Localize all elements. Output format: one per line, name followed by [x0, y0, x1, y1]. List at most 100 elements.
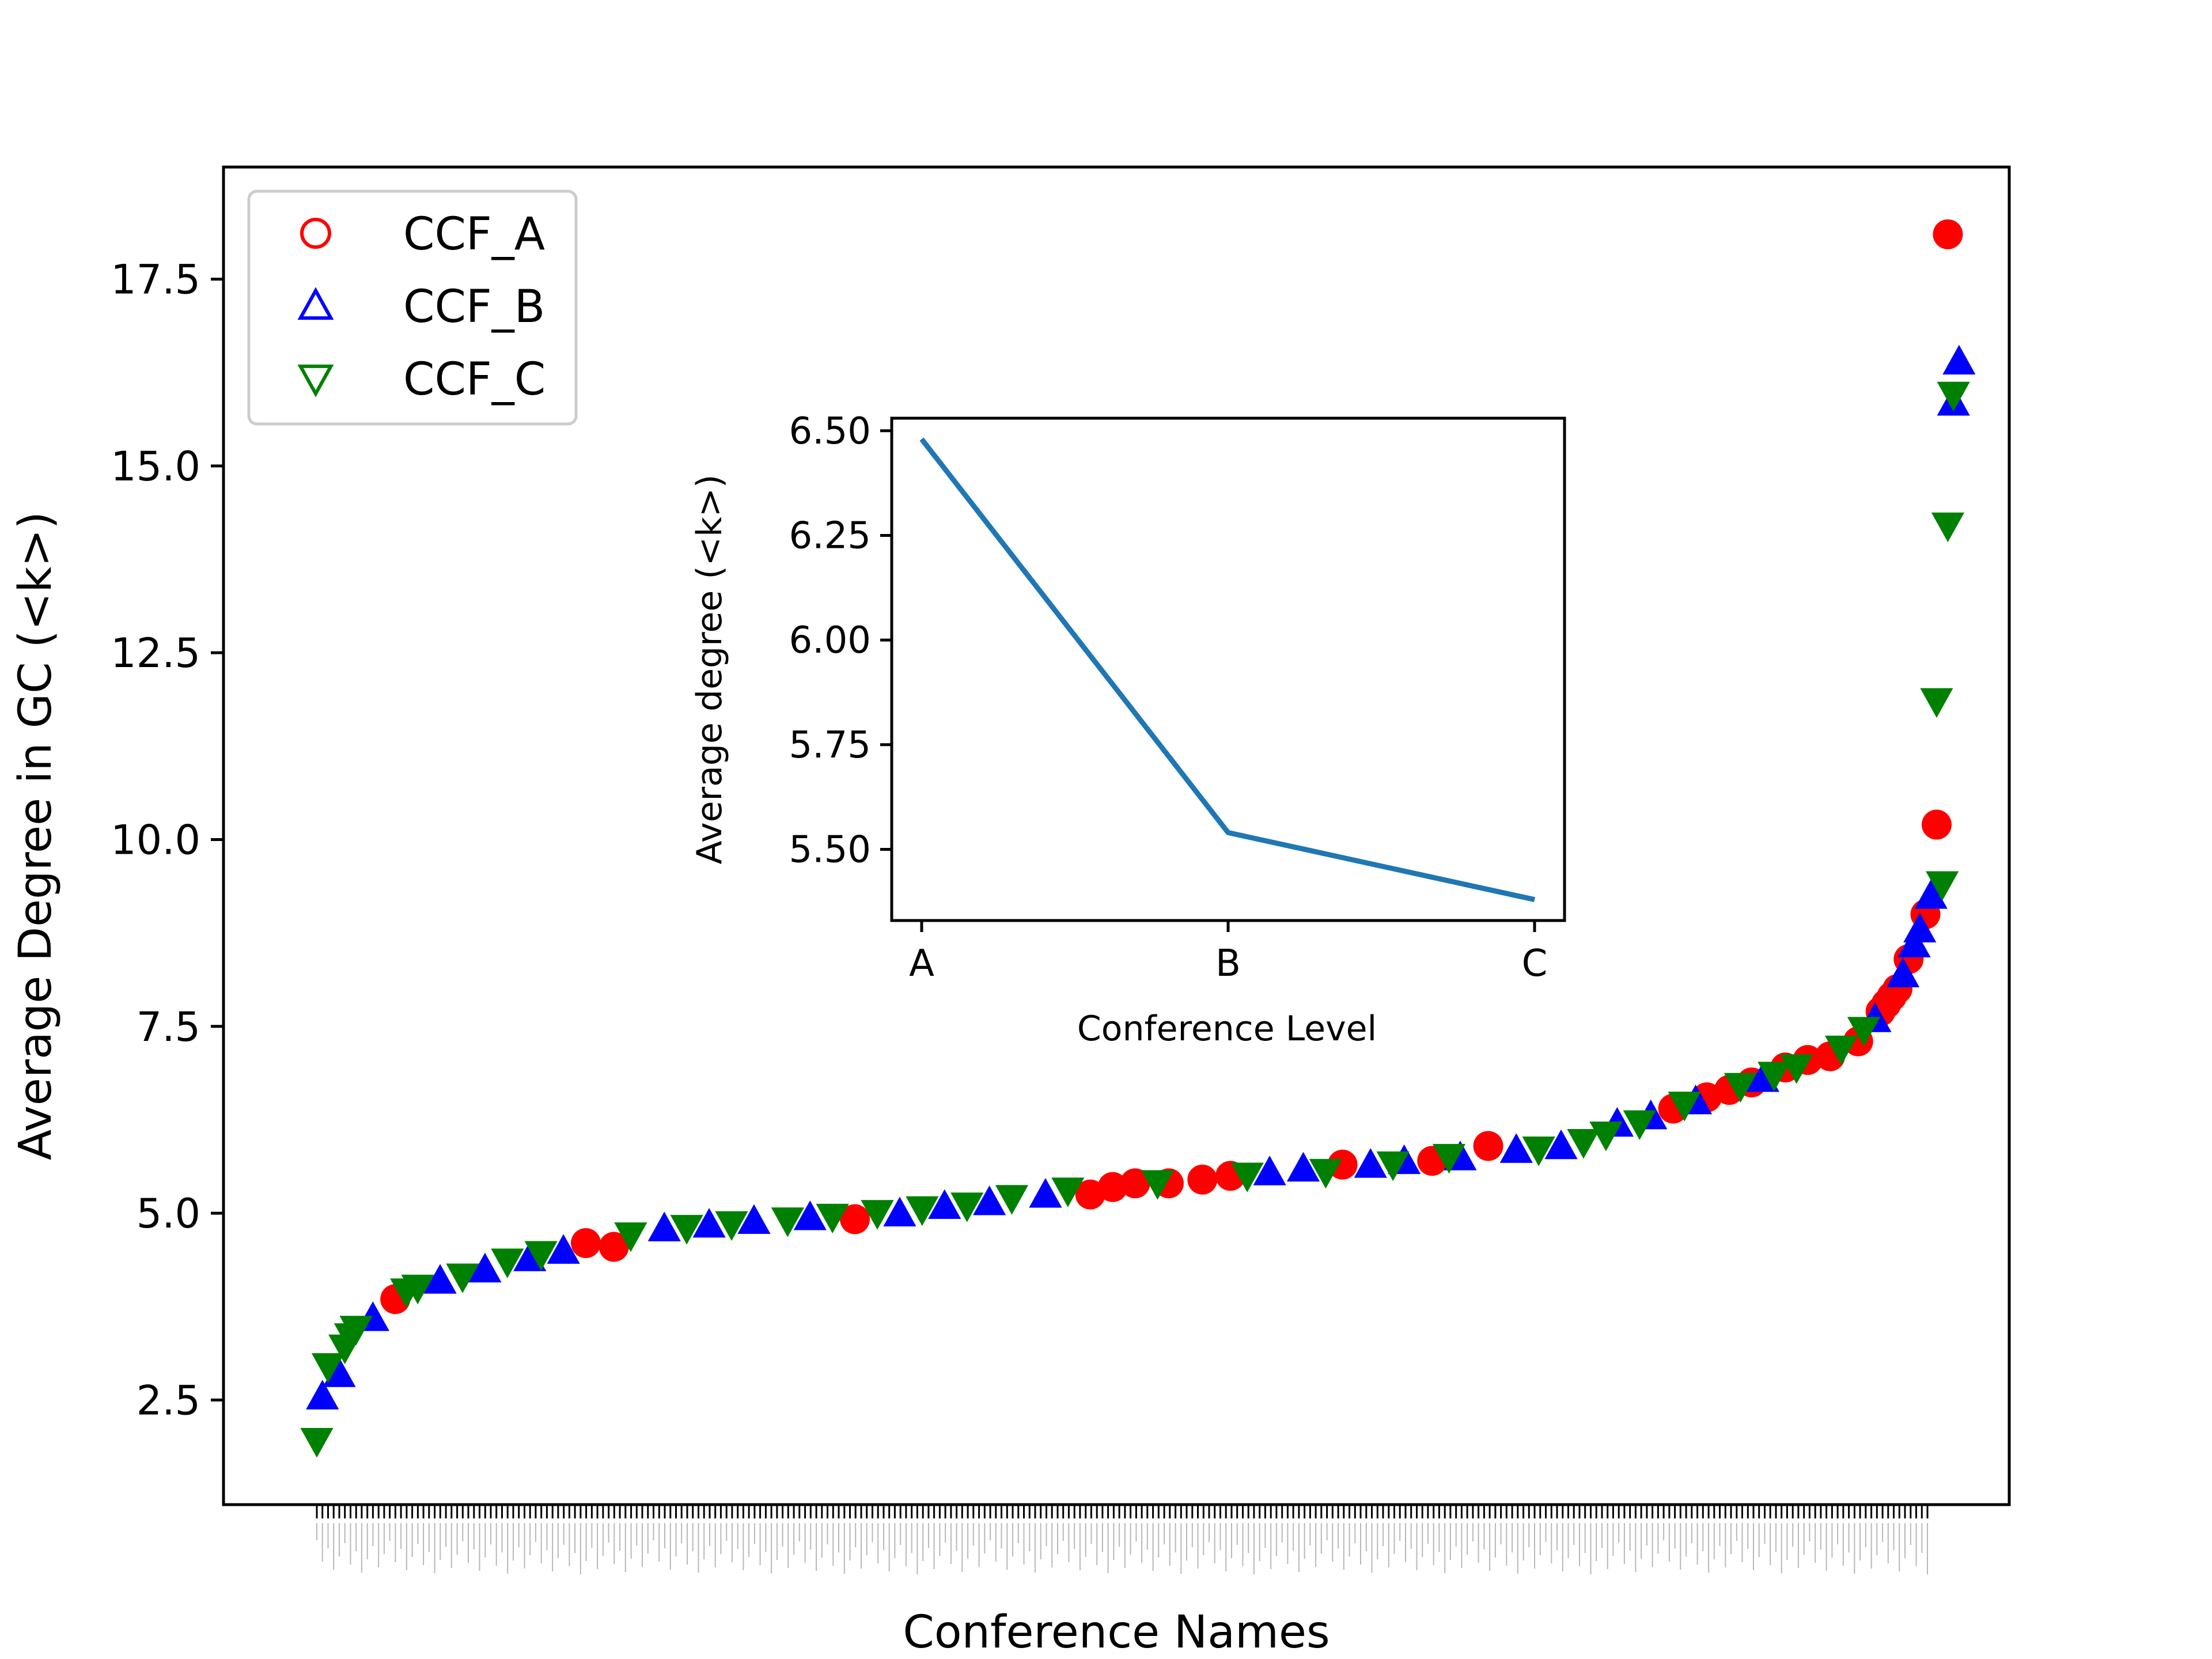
point-CCF_B: [883, 1196, 916, 1226]
legend-marker-CCF_A: [300, 218, 331, 249]
conference-name-ticks: [316, 1505, 1929, 1574]
point-CCF_C: [950, 1192, 984, 1222]
point-CCF_C: [1920, 688, 1953, 718]
point-CCF_C: [1758, 1062, 1791, 1092]
point-CCF_A: [599, 1232, 629, 1262]
point-CCF_C: [1376, 1151, 1410, 1181]
inset-axes: 5.50 5.75 6.00 6.25 6.50 A B C Conference Leve…: [690, 410, 1566, 1049]
point-CCF_A: [1473, 1131, 1503, 1161]
point-CCF_A: [1120, 1168, 1150, 1199]
legend-label-CCF_A: CCF_A: [403, 209, 545, 260]
point-CCF_A: [1327, 1149, 1358, 1180]
point-CCF_C: [816, 1203, 849, 1234]
point-CCF_C: [1668, 1092, 1701, 1122]
point-CCF_C: [1937, 381, 1970, 412]
main-plot-frame: [222, 165, 2011, 1506]
point-CCF_C: [1309, 1158, 1342, 1189]
point-CCF_C: [1141, 1170, 1175, 1200]
legend: CCF_A CCF_B CCF_C: [247, 190, 578, 426]
point-CCF_C: [401, 1274, 434, 1305]
point-CCF_B: [1897, 927, 1931, 957]
inset-y-ticks: 5.50 5.75 6.00 6.25 6.50: [789, 410, 892, 871]
point-CCF_A: [840, 1204, 870, 1234]
point-CCF_B: [737, 1204, 771, 1234]
point-CCF_C: [311, 1353, 345, 1383]
point-CCF_B: [423, 1264, 457, 1294]
legend-marker-CCF_B: [297, 287, 334, 320]
main-y-tick-label: 2.5: [137, 1377, 200, 1424]
point-CCF_A: [571, 1228, 601, 1258]
inset-x-tick-label: B: [1215, 942, 1241, 985]
main-y-tick-label: 10.0: [111, 816, 200, 863]
inset-series-line: [919, 437, 1535, 903]
main-y-tick-label: 7.5: [137, 1003, 200, 1051]
legend-label-CCF_B: CCF_B: [403, 281, 545, 333]
inset-y-tick-label: 6.00: [789, 619, 872, 662]
point-CCF_B: [1886, 957, 1920, 987]
main-axes: 2.5 5.0 7.5 10.0 12.5 15.0 17.5 Conference Nam…: [10, 165, 2011, 1658]
point-CCF_C: [1623, 1110, 1656, 1141]
point-CCF_B: [1029, 1178, 1062, 1208]
point-CCF_B: [1544, 1129, 1578, 1160]
point-CCF_C: [1926, 871, 1959, 901]
point-CCF_B: [1903, 912, 1937, 943]
point-CCF_B: [692, 1207, 726, 1238]
point-CCF_C: [771, 1207, 804, 1237]
main-y-axis-label: Average Degree in GC (<k>): [10, 512, 62, 1160]
inset-x-axis-label: Conference Level: [1077, 1009, 1377, 1049]
point-CCF_C: [1051, 1177, 1085, 1207]
point-CCF_B: [1942, 344, 1976, 375]
main-y-ticks: 2.5 5.0 7.5 10.0 12.5 15.0 17.5: [111, 256, 224, 1424]
point-CCF_B: [793, 1200, 827, 1230]
legend-label-CCF_C: CCF_C: [403, 354, 546, 406]
point-CCF_A: [1933, 219, 1963, 249]
point-CCF_A: [1187, 1164, 1218, 1195]
main-y-tick-label: 12.5: [111, 630, 200, 677]
inset-y-axis-label: Average degree (<k>): [690, 475, 730, 865]
point-CCF_C: [715, 1211, 748, 1241]
main-x-axis-label: Conference Names: [903, 1607, 1330, 1658]
inset-y-tick-label: 5.75: [789, 724, 872, 767]
point-CCF_C: [339, 1316, 373, 1346]
inset-y-tick-label: 5.50: [789, 828, 872, 871]
point-CCF_B: [1354, 1148, 1387, 1178]
point-CCF_B: [1286, 1152, 1320, 1182]
point-CCF_C: [524, 1241, 558, 1271]
inset-x-tick-label: A: [909, 942, 934, 985]
inset-y-tick-label: 6.50: [789, 410, 872, 453]
main-scatter-points: [300, 219, 1976, 1458]
point-CCF_C: [1230, 1162, 1264, 1192]
legend-marker-CCF_C: [297, 364, 334, 397]
point-CCF_B: [973, 1185, 1006, 1215]
point-CCF_B: [547, 1234, 580, 1264]
main-y-tick-label: 17.5: [111, 256, 200, 304]
point-CCF_C: [1780, 1054, 1813, 1084]
point-CCF_C: [1824, 1035, 1858, 1066]
point-CCF_A: [1921, 809, 1952, 840]
point-CCF_C: [1847, 1017, 1881, 1047]
point-CCF_B: [1499, 1133, 1533, 1163]
point-CCF_A: [1097, 1172, 1128, 1202]
point-CCF_B: [1914, 879, 1948, 909]
point-CCF_C: [1724, 1073, 1758, 1103]
point-CCF_B: [468, 1252, 502, 1283]
point-CCF_C: [1931, 512, 1965, 543]
point-CCF_B: [1253, 1156, 1286, 1185]
point-CCF_C: [670, 1215, 703, 1245]
point-CCF_C: [614, 1222, 647, 1252]
inset-background: [892, 418, 1565, 921]
point-CCF_B: [323, 1357, 356, 1387]
main-y-tick-label: 15.0: [111, 443, 200, 490]
point-CCF_C: [995, 1185, 1029, 1215]
main-y-tick-label: 5.0: [137, 1190, 200, 1237]
point-CCF_C: [906, 1196, 939, 1226]
point-CCF_C: [861, 1200, 894, 1230]
point-CCF_C: [300, 1427, 334, 1458]
point-CCF_B: [928, 1189, 961, 1219]
point-CCF_B: [306, 1380, 339, 1410]
inset-x-ticks: A B C: [909, 921, 1547, 985]
point-CCF_B: [647, 1211, 681, 1241]
series-CCF_C: [300, 381, 1970, 1458]
point-CCF_C: [491, 1248, 524, 1279]
